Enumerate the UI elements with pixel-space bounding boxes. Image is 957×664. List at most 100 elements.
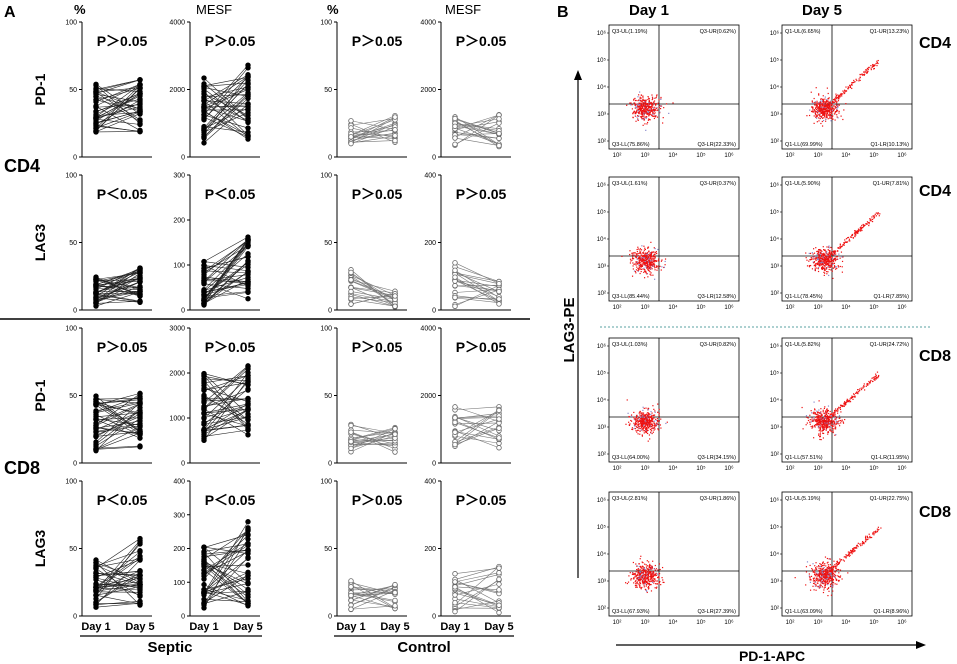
event-dot [825,426,827,428]
subject-line [95,420,141,429]
event-dot [835,99,837,101]
event-dot [638,423,640,425]
subject-line [95,92,141,115]
event-dot [828,418,830,420]
event-dot [849,86,851,89]
subject-line [95,84,141,103]
event-dot [637,112,640,114]
subject-line [350,118,396,126]
x-tick-label: 10⁴ [841,304,851,311]
event-dot [639,249,641,251]
event-dot [646,421,648,423]
event-dot [818,256,820,258]
y-tick-label: 10³ [597,264,606,270]
event-dot [642,427,644,429]
event-dot [641,434,643,436]
day5-point [137,102,143,108]
event-dot [837,420,840,422]
event-dot [652,112,654,114]
event-dot [643,264,645,266]
event-dot [867,384,869,386]
y-tick-label: 50 [69,546,77,553]
event-dot [634,97,636,100]
y-tick-label: 100 [320,20,332,27]
event-dot [875,375,877,378]
event-dot [646,565,648,567]
event-dot [646,572,648,574]
event-dot [860,228,862,231]
event-dot [664,258,667,260]
event-dot [821,125,824,127]
event-dot [640,251,642,253]
event-dot [815,107,817,110]
y-tick-label: 0 [181,308,185,315]
event-dot [651,430,653,432]
day5-point [245,421,251,427]
event-dot [839,406,841,409]
y-tick-label: 0 [73,308,77,315]
event-dot [866,69,868,71]
event-dot [653,108,655,110]
event-dot [645,431,647,434]
event-dot [827,107,829,109]
event-dot [818,249,820,251]
event-dot [828,104,830,107]
p-value-label: P＞0.05 [352,492,403,508]
day5-point [245,580,251,587]
event-dot [813,97,815,100]
event-dot [652,255,655,258]
day5-point [245,134,251,140]
day1-point [93,588,99,594]
event-dot [825,428,828,430]
event-dot [637,248,639,250]
event-dot [646,414,649,416]
event-dot [807,419,810,422]
event-dot [842,422,845,424]
event-dot [633,418,635,420]
event-dot [810,410,812,412]
event-dot [636,568,638,571]
event-dot [849,84,851,86]
p-value-label: P＜0.05 [97,186,148,202]
event-dot [821,112,823,114]
event-dot [861,226,864,229]
event-dot [875,373,877,375]
event-dot [840,93,842,95]
event-dot [838,253,840,255]
event-dot [821,260,823,262]
subject-line [203,407,249,423]
day1-point [93,121,99,127]
event-dot [650,410,652,413]
event-dot [832,422,834,424]
event-dot [661,566,664,569]
event-dot [646,267,648,269]
event-dot [652,414,655,416]
day1-point [452,415,458,421]
event-dot [642,430,644,432]
event-dot [831,112,833,114]
subject-line [95,402,141,443]
event-dot [844,92,846,94]
event-dot [842,405,844,407]
event-dot [835,419,837,421]
event-dot [853,79,855,82]
event-dot [643,267,645,269]
event-dot [810,421,813,423]
event-dot [829,414,831,416]
event-dot [660,269,662,271]
x-tick-label: 10² [786,305,795,311]
event-dot [873,67,875,70]
event-dot [844,404,846,406]
event-dot [806,265,809,267]
event-dot [645,566,648,568]
day5-point [245,414,251,420]
event-dot [659,111,661,113]
day5-point [245,381,251,388]
day1-point [201,96,207,102]
event-dot [869,220,871,222]
event-dot [819,111,821,113]
subject-line [203,408,249,436]
event-dot [873,378,875,380]
event-dot [820,408,822,410]
